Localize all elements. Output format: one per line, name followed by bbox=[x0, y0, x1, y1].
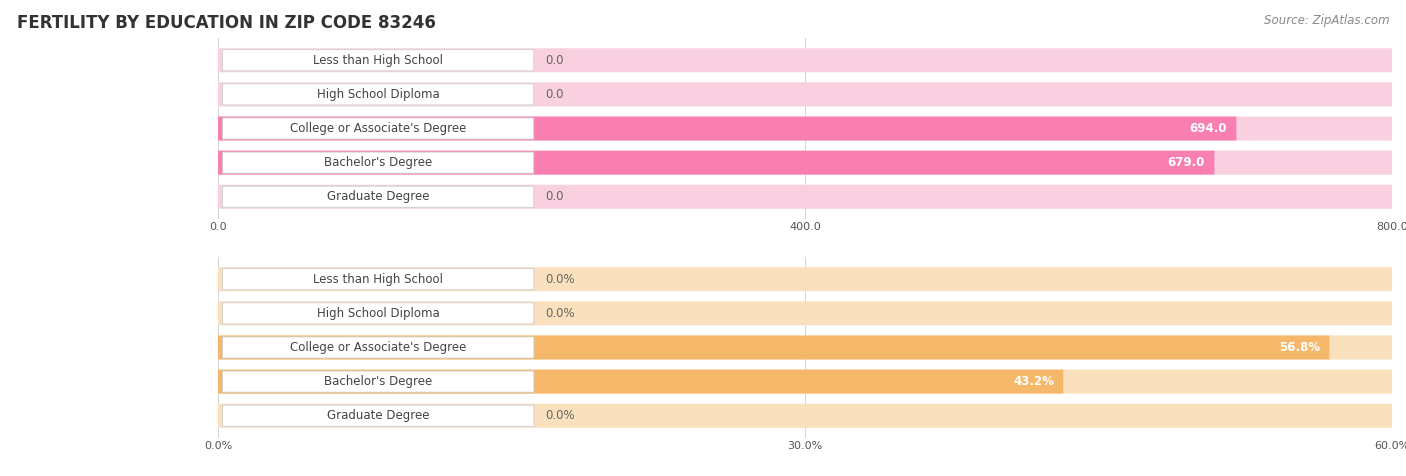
FancyBboxPatch shape bbox=[218, 336, 1392, 359]
FancyBboxPatch shape bbox=[222, 152, 534, 173]
Text: College or Associate's Degree: College or Associate's Degree bbox=[290, 122, 467, 135]
Text: College or Associate's Degree: College or Associate's Degree bbox=[290, 341, 467, 354]
FancyBboxPatch shape bbox=[218, 370, 1392, 394]
FancyBboxPatch shape bbox=[218, 151, 1392, 175]
FancyBboxPatch shape bbox=[218, 404, 1392, 427]
FancyBboxPatch shape bbox=[222, 405, 534, 426]
Text: Graduate Degree: Graduate Degree bbox=[328, 190, 429, 203]
FancyBboxPatch shape bbox=[218, 336, 1329, 359]
FancyBboxPatch shape bbox=[218, 49, 1392, 72]
FancyBboxPatch shape bbox=[222, 118, 534, 139]
FancyBboxPatch shape bbox=[222, 84, 534, 105]
Text: Source: ZipAtlas.com: Source: ZipAtlas.com bbox=[1264, 14, 1389, 27]
FancyBboxPatch shape bbox=[218, 151, 1215, 175]
FancyBboxPatch shape bbox=[218, 336, 1392, 359]
FancyBboxPatch shape bbox=[218, 82, 1392, 106]
FancyBboxPatch shape bbox=[218, 185, 1392, 208]
Text: 43.2%: 43.2% bbox=[1012, 375, 1054, 388]
Text: 679.0: 679.0 bbox=[1167, 156, 1205, 169]
Text: Less than High School: Less than High School bbox=[314, 273, 443, 286]
Text: 0.0%: 0.0% bbox=[546, 307, 575, 320]
FancyBboxPatch shape bbox=[218, 117, 1392, 140]
FancyBboxPatch shape bbox=[218, 301, 1392, 325]
Text: Graduate Degree: Graduate Degree bbox=[328, 409, 429, 422]
FancyBboxPatch shape bbox=[222, 371, 534, 392]
FancyBboxPatch shape bbox=[218, 49, 1392, 72]
FancyBboxPatch shape bbox=[218, 117, 1236, 140]
Text: 0.0: 0.0 bbox=[546, 54, 564, 67]
FancyBboxPatch shape bbox=[218, 151, 1392, 175]
FancyBboxPatch shape bbox=[218, 117, 1392, 140]
FancyBboxPatch shape bbox=[222, 268, 534, 290]
FancyBboxPatch shape bbox=[218, 268, 1392, 291]
FancyBboxPatch shape bbox=[218, 370, 1063, 394]
FancyBboxPatch shape bbox=[218, 404, 1392, 427]
Text: Less than High School: Less than High School bbox=[314, 54, 443, 67]
FancyBboxPatch shape bbox=[218, 185, 1392, 208]
Text: 0.0: 0.0 bbox=[546, 88, 564, 101]
FancyBboxPatch shape bbox=[222, 186, 534, 208]
Text: Bachelor's Degree: Bachelor's Degree bbox=[323, 156, 432, 169]
Text: 56.8%: 56.8% bbox=[1279, 341, 1320, 354]
FancyBboxPatch shape bbox=[218, 82, 1392, 106]
FancyBboxPatch shape bbox=[218, 301, 1392, 325]
Text: FERTILITY BY EDUCATION IN ZIP CODE 83246: FERTILITY BY EDUCATION IN ZIP CODE 83246 bbox=[17, 14, 436, 32]
Text: 0.0%: 0.0% bbox=[546, 409, 575, 422]
Text: High School Diploma: High School Diploma bbox=[316, 88, 440, 101]
Text: High School Diploma: High School Diploma bbox=[316, 307, 440, 320]
Text: 694.0: 694.0 bbox=[1189, 122, 1227, 135]
Text: 0.0%: 0.0% bbox=[546, 273, 575, 286]
FancyBboxPatch shape bbox=[222, 303, 534, 324]
Text: Bachelor's Degree: Bachelor's Degree bbox=[323, 375, 432, 388]
Text: 0.0: 0.0 bbox=[546, 190, 564, 203]
FancyBboxPatch shape bbox=[218, 268, 1392, 291]
FancyBboxPatch shape bbox=[222, 337, 534, 358]
FancyBboxPatch shape bbox=[218, 370, 1392, 394]
FancyBboxPatch shape bbox=[222, 50, 534, 71]
